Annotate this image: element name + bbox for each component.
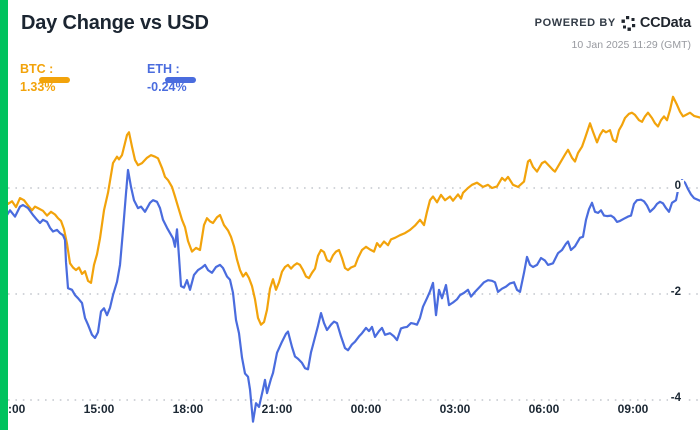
- powered-by: POWERED BY CCData: [534, 15, 692, 31]
- legend-label-eth: ETH : -0.24%: [147, 62, 187, 94]
- ccdata-logo-icon: [621, 15, 636, 31]
- series-line-eth: [0, 168, 700, 423]
- legend-item-eth[interactable]: ETH : -0.24%: [147, 60, 196, 96]
- ccdata-brand-name: CCData: [639, 15, 691, 31]
- legend-swatch-btc: [39, 77, 70, 83]
- green-accent-bar: [0, 0, 8, 430]
- timestamp: 10 Jan 2025 11:29 (GMT): [571, 39, 691, 51]
- ccdata-brand[interactable]: CCData: [621, 15, 691, 31]
- series-line-btc: [0, 95, 700, 326]
- legend-swatch-eth: [165, 77, 196, 83]
- legend-label-btc: BTC : 1.33%: [20, 62, 56, 94]
- legend-item-btc[interactable]: BTC : 1.33%: [20, 60, 70, 96]
- powered-by-label: POWERED BY: [534, 17, 616, 29]
- page-title: Day Change vs USD: [21, 12, 209, 34]
